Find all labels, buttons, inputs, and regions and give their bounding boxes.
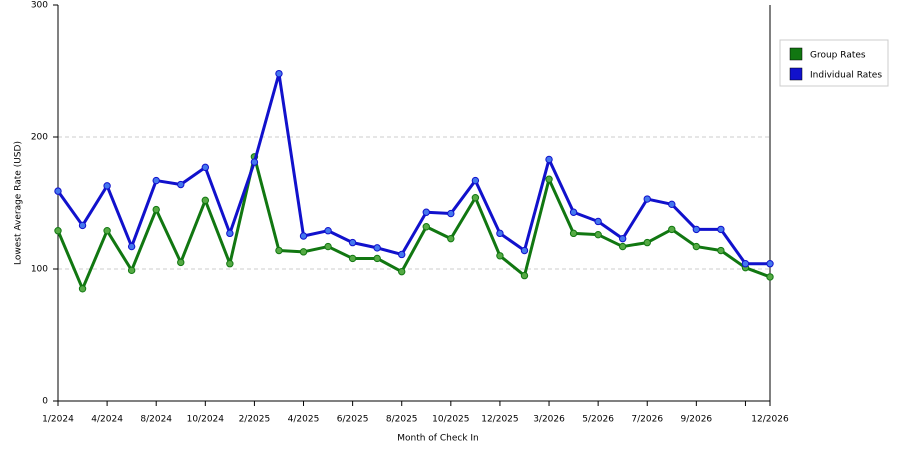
x-tick-label: 1/2024	[42, 415, 74, 425]
x-tick-label: 9/2026	[681, 415, 713, 425]
data-point	[373, 254, 381, 263]
data-point	[618, 242, 627, 251]
data-point	[275, 69, 283, 78]
data-point	[569, 229, 578, 238]
data-point	[152, 205, 160, 214]
data-point	[496, 229, 504, 238]
data-point	[373, 244, 381, 252]
data-point	[692, 225, 701, 234]
data-point	[324, 242, 332, 251]
data-point	[520, 246, 529, 255]
data-point	[103, 182, 111, 190]
data-point	[54, 227, 62, 235]
data-point	[545, 155, 553, 164]
x-tick-label: 12/2026	[751, 415, 789, 425]
y-tick-label: 100	[31, 265, 48, 275]
data-point	[643, 195, 651, 203]
data-point	[201, 163, 210, 172]
data-point	[766, 260, 774, 268]
data-point	[78, 221, 87, 230]
data-point	[569, 208, 578, 216]
legend-swatch	[789, 67, 803, 81]
data-point	[717, 246, 725, 255]
x-tick-label: 4/2024	[91, 415, 123, 425]
data-point	[422, 208, 430, 216]
data-point	[348, 254, 357, 263]
data-point	[496, 252, 504, 260]
legend-label: Individual Rates	[810, 71, 882, 81]
x-tick-label: 8/2025	[386, 415, 418, 425]
y-tick-label: 300	[31, 1, 48, 11]
data-point	[520, 271, 529, 280]
x-tick-label: 8/2024	[140, 415, 172, 425]
x-tick-label: 10/2025	[432, 415, 469, 425]
x-tick-label: 12/2025	[481, 415, 518, 425]
x-tick-label: 6/2025	[337, 415, 369, 425]
data-point	[177, 258, 185, 267]
y-tick-label: 0	[42, 397, 48, 407]
x-tick-label: 5/2026	[582, 415, 614, 425]
x-tick-label: 4/2025	[288, 415, 320, 425]
data-point	[127, 242, 136, 251]
data-point	[177, 180, 185, 189]
data-point	[692, 242, 701, 251]
data-point	[275, 246, 283, 255]
x-tick-label: 10/2024	[187, 415, 225, 425]
x-axis-label: Month of Check In	[397, 434, 479, 444]
data-point	[398, 250, 406, 259]
data-point	[447, 209, 455, 218]
series-line	[56, 155, 771, 291]
y-tick-label: 200	[31, 133, 48, 143]
data-point	[127, 266, 136, 275]
data-point	[422, 223, 430, 231]
data-point	[299, 248, 308, 256]
data-point	[618, 234, 627, 243]
data-point	[152, 176, 160, 185]
data-point	[471, 176, 480, 185]
data-point	[668, 200, 676, 209]
data-point	[78, 285, 87, 293]
data-point	[250, 158, 259, 166]
data-point	[201, 196, 210, 205]
legend-label: Group Rates	[810, 51, 866, 61]
data-point	[545, 175, 553, 183]
data-point	[594, 217, 602, 226]
x-tick-label: 3/2026	[533, 415, 565, 425]
data-point	[226, 260, 234, 268]
data-point	[741, 260, 750, 268]
data-point	[766, 273, 774, 281]
x-tick-label: 7/2026	[631, 415, 663, 425]
data-point	[643, 238, 651, 247]
legend-swatch	[789, 47, 803, 61]
x-tick-label: 2/2025	[239, 415, 271, 425]
data-point	[668, 225, 676, 234]
data-point	[348, 238, 357, 247]
data-point	[471, 194, 480, 202]
series-line	[56, 72, 770, 266]
data-point	[324, 227, 332, 235]
data-point	[54, 187, 62, 195]
data-point	[226, 229, 234, 238]
data-point	[717, 225, 725, 234]
data-point	[103, 227, 111, 235]
data-point	[594, 230, 602, 239]
data-point	[299, 232, 308, 240]
data-point	[447, 234, 455, 243]
y-axis-label: Lowest Average Rate (USD)	[14, 141, 24, 265]
data-point	[398, 267, 406, 276]
